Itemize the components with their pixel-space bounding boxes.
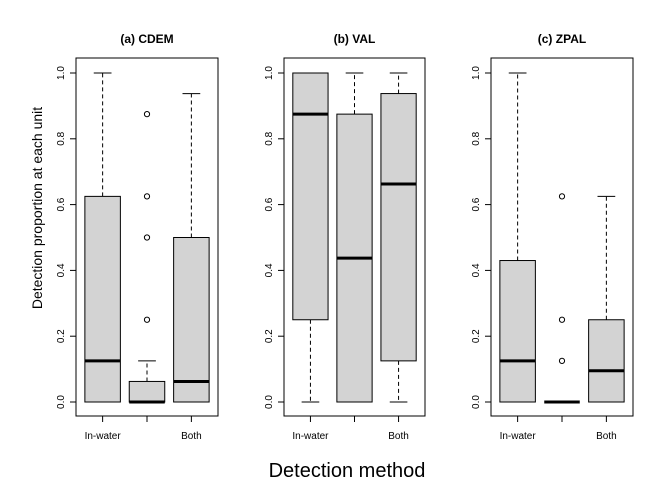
outlier-point (143, 193, 151, 200)
y-tick-label: 0.8 (471, 131, 482, 145)
outlier-point (558, 316, 566, 323)
box-2 (336, 72, 373, 403)
outlier-point (143, 111, 151, 118)
box-3 (380, 72, 417, 403)
panel-title: (a) CDEM (120, 32, 173, 46)
panel-title: (c) ZPAL (538, 32, 586, 46)
x-category-label: In-water (292, 431, 329, 442)
y-tick-label: 0.2 (471, 329, 482, 343)
y-tick-label: 0.2 (264, 329, 275, 343)
panel-title: (b) VAL (334, 32, 376, 46)
y-tick-label: 0.0 (471, 395, 482, 409)
y-tick-label: 0.0 (56, 395, 67, 409)
y-tick-label: 0.4 (264, 263, 275, 277)
x-axis-label: Detection method (269, 460, 426, 480)
box-body (292, 72, 329, 321)
panel-3: (c) ZPAL 0.0 0.2 0.4 0.6 0.8 1.0 In-water Both (471, 32, 634, 442)
box-1 (292, 72, 329, 403)
y-tick-label: 0.0 (264, 395, 275, 409)
y-tick-label: 0.6 (264, 197, 275, 211)
y-axis-label: Detection proportion at each unit (29, 107, 45, 309)
outlier-point (558, 357, 566, 364)
box-body (380, 93, 417, 362)
panel-1: (a) CDEM 0.0 0.2 0.4 0.6 0.8 1.0 In-water Both (56, 32, 219, 442)
y-tick-label: 0.2 (56, 329, 67, 343)
box-body (128, 380, 166, 403)
box-body (173, 237, 210, 403)
y-tick-label: 0.4 (471, 263, 482, 277)
y-tick-label: 0.8 (264, 131, 275, 145)
box-3 (588, 195, 625, 403)
y-tick-label: 0.4 (56, 263, 67, 277)
y-tick-label: 0.6 (56, 197, 67, 211)
box-1 (84, 72, 121, 403)
box-2 (544, 193, 580, 404)
x-category-label: Both (388, 431, 409, 442)
y-tick-label: 0.8 (56, 131, 67, 145)
x-category-label: In-water (500, 431, 537, 442)
y-tick-label: 1.0 (471, 66, 482, 80)
x-category-label: In-water (85, 431, 122, 442)
y-tick-label: 1.0 (264, 66, 275, 80)
box-3 (173, 93, 210, 403)
x-category-label: Both (596, 431, 617, 442)
box-body (588, 319, 625, 403)
outlier-point (143, 234, 151, 241)
outlier-point (558, 193, 566, 200)
panel-2: (b) VAL 0.0 0.2 0.4 0.6 0.8 1.0 In-water Both (264, 32, 426, 442)
box-1 (499, 72, 536, 403)
x-category-label: Both (181, 431, 202, 442)
y-tick-label: 0.6 (471, 197, 482, 211)
box-body (499, 260, 536, 403)
box-2 (128, 111, 166, 404)
y-tick-label: 1.0 (56, 66, 67, 80)
outlier-point (143, 316, 151, 323)
box-body (84, 195, 121, 403)
